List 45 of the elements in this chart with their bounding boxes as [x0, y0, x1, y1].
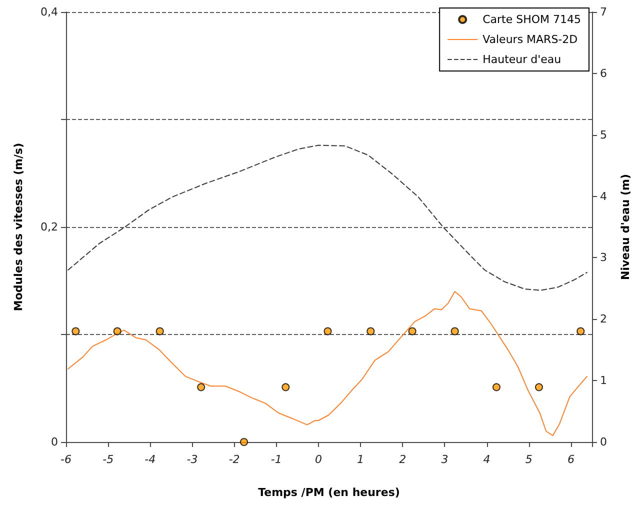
legend-label: Hauteur d'eau [482, 53, 562, 66]
point [492, 383, 500, 392]
line-series [68, 291, 588, 436]
x-tick-label: 2 [399, 453, 406, 466]
x-tick-label: 6 [567, 453, 574, 466]
y2-tick-label: 5 [600, 128, 607, 142]
x-tick-label: -6 [60, 453, 72, 466]
x-tick-label: -3 [186, 453, 198, 466]
x-tick-label: -5 [102, 453, 114, 466]
point [408, 327, 416, 336]
x-tick-label: 1 [357, 453, 364, 466]
y2-tick-label: 3 [600, 251, 607, 264]
legend-label: Carte SHOM 7145 [482, 13, 582, 26]
point [534, 383, 543, 392]
point [113, 327, 122, 336]
point [324, 327, 332, 336]
point [366, 327, 375, 336]
x-tick-label: 4 [483, 453, 490, 466]
point [156, 327, 164, 336]
y-axis-title: Modules des vitesses (m/s) [12, 142, 25, 312]
x-tick-label: 5 [525, 453, 532, 466]
y2-tick-label: 4 [600, 190, 607, 203]
legend-label: Valeurs MARS-2D [482, 33, 578, 46]
point [282, 383, 290, 392]
y2-tick-label: 0 [600, 436, 607, 448]
line-series [68, 144, 588, 291]
y-tick-label: 0 [51, 436, 58, 448]
point [240, 438, 248, 446]
x-tick-label: 0 [314, 453, 322, 466]
y2-tick-label: 7 [600, 6, 607, 18]
y2-axis-title: Niveau d'eau (m) [619, 174, 632, 280]
x-tick-label: -1 [270, 453, 282, 466]
y2-tick-label: 2 [600, 312, 607, 326]
y-tick-label: 0,2 [40, 220, 58, 234]
y-tick-label: 0,4 [40, 6, 58, 18]
x-axis-title: Temps /PM (en heures) [258, 486, 400, 499]
point [576, 327, 585, 336]
x-tick-label: -2 [228, 453, 240, 466]
x-tick-label: -4 [144, 453, 156, 466]
point [450, 327, 459, 336]
point [197, 383, 206, 392]
x-tick-label: 3 [441, 453, 448, 466]
y2-tick-label: 6 [600, 66, 607, 80]
y2-tick-label: 1 [600, 374, 607, 388]
point [72, 327, 80, 336]
